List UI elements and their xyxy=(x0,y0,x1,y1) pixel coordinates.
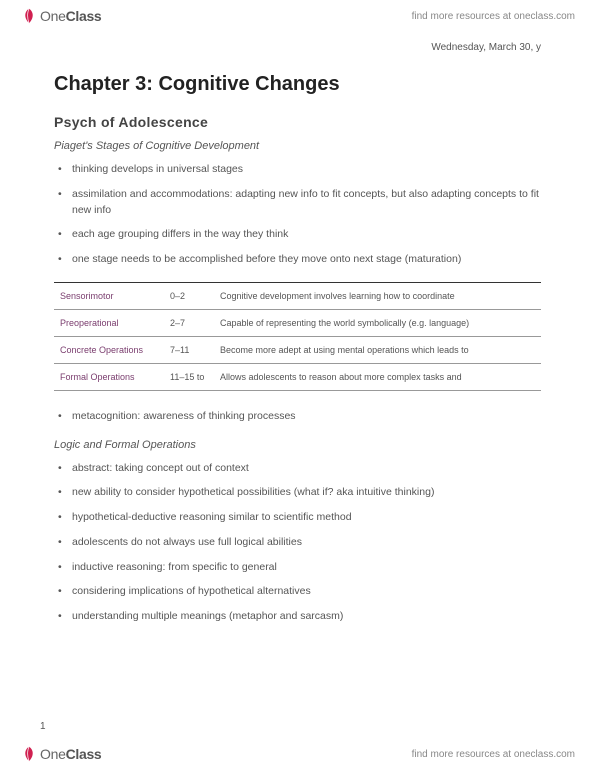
leaf-icon xyxy=(20,745,38,763)
document-body: Wednesday, March 30, y Chapter 3: Cognit… xyxy=(0,32,595,679)
desc-cell: Cognitive development involves learning … xyxy=(214,282,541,309)
subsection-piaget: Piaget's Stages of Cognitive Development xyxy=(54,140,541,152)
bullet-list-1: thinking develops in universal stages as… xyxy=(54,162,541,268)
stage-name-cell: Concrete Operations xyxy=(54,336,164,363)
resources-link-top[interactable]: find more resources at oneclass.com xyxy=(412,11,575,22)
brand-logo: OneClass xyxy=(20,7,101,25)
list-item: abstract: taking concept out of context xyxy=(58,461,541,477)
brand-text: OneClass xyxy=(40,8,101,24)
age-cell: 0–2 xyxy=(164,282,214,309)
date-line: Wednesday, March 30, y xyxy=(54,42,541,53)
subsection-logic: Logic and Formal Operations xyxy=(54,439,541,451)
desc-cell: Allows adolescents to reason about more … xyxy=(214,363,541,390)
header-bar: OneClass find more resources at oneclass… xyxy=(0,0,595,32)
age-cell: 2–7 xyxy=(164,309,214,336)
page-number: 1 xyxy=(40,721,46,732)
list-item: new ability to consider hypothetical pos… xyxy=(58,485,541,501)
list-item: understanding multiple meanings (metapho… xyxy=(58,609,541,625)
stages-table: Sensorimotor 0–2 Cognitive development i… xyxy=(54,282,541,391)
chapter-title: Chapter 3: Cognitive Changes xyxy=(54,73,541,96)
list-item: each age grouping differs in the way the… xyxy=(58,227,541,243)
resources-link-bottom[interactable]: find more resources at oneclass.com xyxy=(412,749,575,760)
footer-bar: OneClass find more resources at oneclass… xyxy=(0,738,595,770)
table-row: Concrete Operations 7–11 Become more ade… xyxy=(54,336,541,363)
list-item: thinking develops in universal stages xyxy=(58,162,541,178)
list-item: hypothetical-deductive reasoning similar… xyxy=(58,510,541,526)
age-cell: 7–11 xyxy=(164,336,214,363)
section-title: Psych of Adolescence xyxy=(54,114,541,130)
list-item: one stage needs to be accomplished befor… xyxy=(58,252,541,268)
list-item: considering implications of hypothetical… xyxy=(58,584,541,600)
brand-logo-footer: OneClass xyxy=(20,745,101,763)
list-item: assimilation and accommodations: adaptin… xyxy=(58,187,541,219)
list-item: inductive reasoning: from specific to ge… xyxy=(58,560,541,576)
leaf-icon xyxy=(20,7,38,25)
stage-name-cell: Formal Operations xyxy=(54,363,164,390)
bullet-list-3: abstract: taking concept out of context … xyxy=(54,461,541,625)
brand-text-footer: OneClass xyxy=(40,746,101,762)
list-item: metacognition: awareness of thinking pro… xyxy=(58,409,541,425)
table-row: Preoperational 2–7 Capable of representi… xyxy=(54,309,541,336)
age-cell: 11–15 to xyxy=(164,363,214,390)
desc-cell: Become more adept at using mental operat… xyxy=(214,336,541,363)
stage-name-cell: Preoperational xyxy=(54,309,164,336)
table-row: Sensorimotor 0–2 Cognitive development i… xyxy=(54,282,541,309)
table-row: Formal Operations 11–15 to Allows adoles… xyxy=(54,363,541,390)
stage-name-cell: Sensorimotor xyxy=(54,282,164,309)
list-item: adolescents do not always use full logic… xyxy=(58,535,541,551)
bullet-list-2: metacognition: awareness of thinking pro… xyxy=(54,409,541,425)
desc-cell: Capable of representing the world symbol… xyxy=(214,309,541,336)
